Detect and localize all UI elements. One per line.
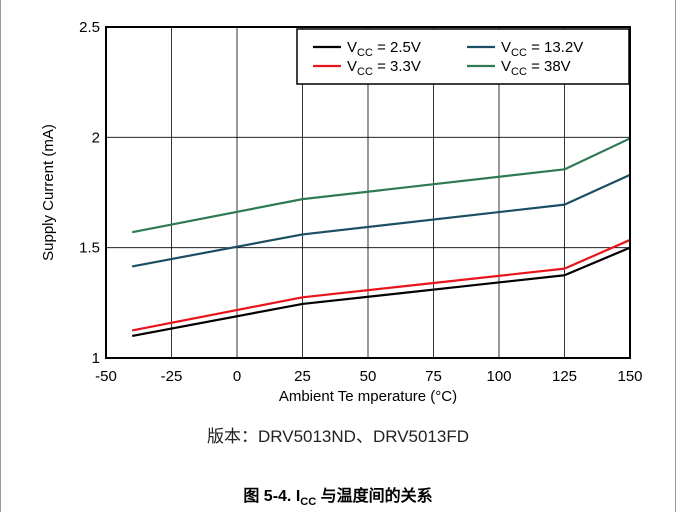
version-note: 版本：DRV5013ND、DRV5013FD [206, 427, 470, 446]
x-tick-label: 50 [360, 368, 377, 385]
caption-subscript: CC [300, 496, 317, 509]
chart-series [131, 137, 631, 338]
x-tick-label: -50 [95, 368, 117, 385]
y-axis-label: Supply Current (mA) [40, 124, 57, 261]
x-axis-ticks: -50 -25 0 25 50 75 100 125 150 [95, 368, 642, 385]
y-tick-label: 2.5 [79, 19, 100, 36]
x-tick-label: 75 [425, 368, 442, 385]
series-line [131, 238, 631, 332]
y-tick-label: 1 [92, 350, 100, 367]
legend-label: VCC = 2.5V [347, 39, 421, 59]
x-tick-label: 25 [294, 368, 311, 385]
x-tick-label: 125 [552, 368, 577, 385]
series-line [131, 246, 631, 338]
legend-label: VCC = 38V [501, 58, 571, 78]
figure-caption: 图 5-4. ICC 与温度间的关系 [0, 482, 676, 508]
legend-box [296, 28, 630, 85]
x-axis-label: Ambient Te mperature (°C) [279, 388, 457, 405]
y-axis-ticks: 1 1.5 2 2.5 [79, 19, 100, 367]
legend-label: VCC = 3.3V [347, 58, 421, 78]
x-tick-label: -25 [161, 368, 183, 385]
plot-border [105, 26, 631, 359]
chart-legend: VCC = 2.5V VCC = 13.2V VCC = 3.3V VCC = 38V [296, 28, 630, 85]
x-tick-label: 0 [233, 368, 241, 385]
x-tick-label: 150 [617, 368, 642, 385]
y-tick-label: 2 [92, 129, 100, 146]
legend-label: VCC = 13.2V [501, 39, 583, 59]
series-line [131, 137, 631, 234]
caption-prefix: 图 5-4. I [243, 488, 301, 505]
x-tick-label: 100 [486, 368, 511, 385]
y-tick-label: 1.5 [79, 240, 100, 257]
series-line [131, 173, 631, 268]
caption-suffix: 与温度间的关系 [316, 488, 433, 505]
supply-current-chart: -50 -25 0 25 50 75 100 125 150 1 1.5 2 2.5 Ambient … [40, 19, 643, 405]
